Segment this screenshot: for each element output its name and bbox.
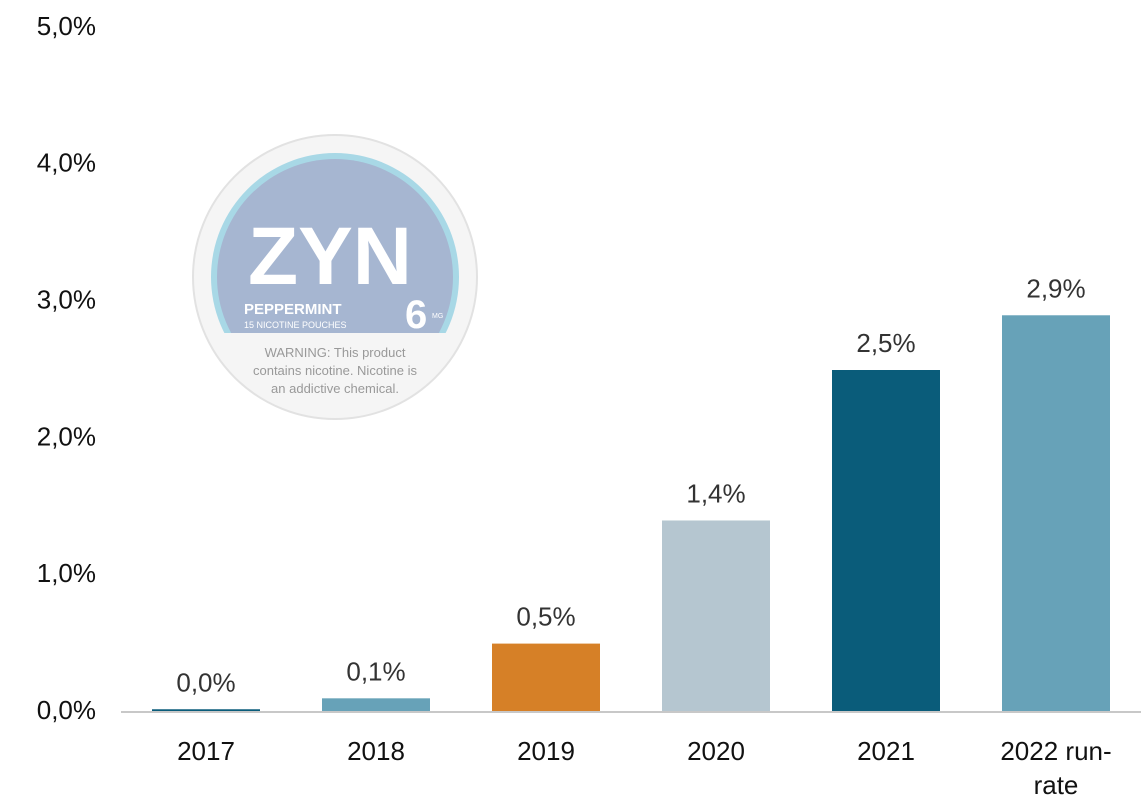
warning-line: an addictive chemical. <box>271 381 399 396</box>
value-label: 0,1% <box>346 656 405 686</box>
warning-line: contains nicotine. Nicotine is <box>253 363 418 378</box>
bar <box>832 370 940 712</box>
y-tick-label: 3,0% <box>37 284 96 314</box>
product-image: ZYN PEPPERMINT 15 NICOTINE POUCHES 6 MG … <box>192 134 478 420</box>
x-tick-label: 2018 <box>347 736 405 766</box>
x-tick-label: 2022 run-rate <box>1000 736 1111 799</box>
x-tick-label: 2017 <box>177 736 235 766</box>
strength: 6 <box>405 293 427 337</box>
bar <box>322 698 430 712</box>
y-tick-label: 0,0% <box>37 695 96 725</box>
bar <box>152 709 260 712</box>
flavor: PEPPERMINT <box>244 301 342 318</box>
value-label: 2,5% <box>856 328 915 358</box>
bar <box>1002 315 1110 712</box>
brand: ZYN <box>248 211 412 302</box>
x-tick-label: 2021 <box>857 736 915 766</box>
warning-line: WARNING: This product <box>265 345 406 360</box>
y-tick-label: 4,0% <box>37 148 96 178</box>
y-tick-label: 5,0% <box>37 11 96 41</box>
count: 15 NICOTINE POUCHES <box>244 320 347 330</box>
y-tick-label: 2,0% <box>37 421 96 451</box>
value-label: 2,9% <box>1026 273 1085 303</box>
x-tick-label: 2020 <box>687 736 745 766</box>
bar <box>492 643 600 712</box>
tin-label <box>217 159 453 333</box>
unit: MG <box>432 313 443 320</box>
value-label: 0,0% <box>176 667 235 697</box>
y-tick-label: 1,0% <box>37 558 96 588</box>
value-label: 1,4% <box>686 478 745 508</box>
bar <box>662 520 770 712</box>
value-label: 0,5% <box>516 602 575 632</box>
x-tick-label: 2019 <box>517 736 575 766</box>
